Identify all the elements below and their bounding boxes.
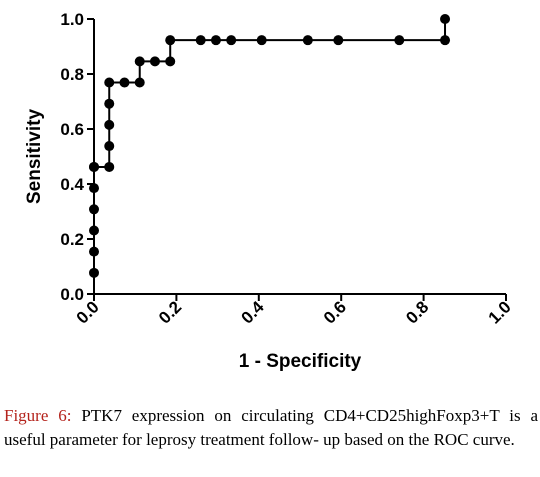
roc-data-point bbox=[195, 35, 206, 46]
roc-data-point bbox=[333, 35, 344, 46]
roc-data-point bbox=[210, 35, 221, 46]
roc-chart: 0.0 0.2 0.4 0.6 0.8 1.0 0.0 0.2 0.4 0.6 0.8 1.0 1 -… bbox=[24, 10, 515, 372]
roc-data-point bbox=[302, 35, 313, 46]
x-tick-label: 0.4 bbox=[237, 297, 268, 328]
x-tick-label: 0.8 bbox=[402, 297, 432, 327]
y-tick-label: 0.6 bbox=[60, 120, 84, 139]
caption-text: PTK7 expression on circulating CD4+CD25h… bbox=[4, 406, 539, 449]
roc-data-point bbox=[104, 141, 115, 152]
roc-data-point bbox=[440, 35, 451, 46]
x-axis-title: 1 - Specificity bbox=[239, 351, 362, 372]
roc-chart-svg: 0.00.20.40.60.81.00.0 0.2 0.4 0.6 0.8 1.0 1 -… bbox=[24, 10, 515, 372]
roc-data-point bbox=[165, 56, 176, 67]
y-tick-label: 1.0 bbox=[60, 10, 84, 29]
roc-data-point bbox=[89, 225, 99, 236]
roc-data-point bbox=[256, 35, 267, 46]
roc-curve-line bbox=[93, 19, 447, 273]
y-tick-label: 0.8 bbox=[60, 65, 84, 84]
roc-data-point bbox=[440, 14, 451, 24]
roc-data-point bbox=[89, 267, 99, 278]
x-tick-label: 1.0 bbox=[485, 297, 515, 327]
chart-series bbox=[89, 14, 451, 278]
roc-data-point bbox=[89, 161, 99, 172]
roc-data-point bbox=[226, 35, 237, 46]
caption-label: Figure 6: bbox=[4, 406, 72, 425]
roc-data-point bbox=[89, 204, 99, 215]
roc-data-point bbox=[104, 161, 115, 172]
roc-data-point bbox=[134, 56, 145, 67]
y-tick-label: 0.4 bbox=[60, 175, 84, 194]
chart-axes: 0.00.20.40.60.81.00.0 0.2 0.4 0.6 0.8 1.0 bbox=[60, 10, 514, 328]
roc-data-point bbox=[89, 246, 99, 257]
x-tick-label: 0.6 bbox=[320, 297, 350, 327]
roc-data-point bbox=[89, 183, 99, 194]
roc-data-point bbox=[104, 77, 115, 88]
figure-caption: Figure 6: PTK7 expression on circulating… bbox=[4, 404, 538, 452]
y-tick-label: 0.0 bbox=[60, 285, 84, 304]
roc-data-point bbox=[165, 35, 176, 46]
roc-data-point bbox=[104, 98, 115, 109]
roc-data-point bbox=[394, 35, 405, 46]
roc-data-point bbox=[104, 119, 115, 130]
x-tick-label: 0.2 bbox=[155, 297, 185, 327]
roc-data-point bbox=[134, 77, 145, 88]
y-tick-label: 0.2 bbox=[60, 230, 84, 249]
y-axis-title: Sensitivity bbox=[24, 109, 45, 204]
roc-data-point bbox=[149, 56, 160, 67]
roc-data-point bbox=[119, 77, 130, 88]
